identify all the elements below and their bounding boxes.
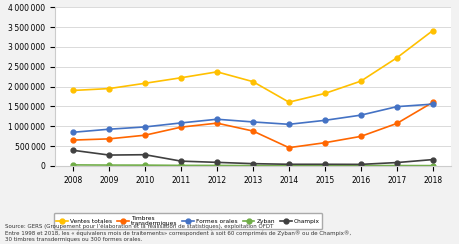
Formes orales [250, 121, 255, 123]
Timbres transdermiques [250, 130, 255, 132]
Zyban [178, 164, 184, 167]
Timbres transdermiques [393, 122, 399, 125]
Timbres transdermiques [285, 146, 291, 149]
Line: Timbres transdermiques: Timbres transdermiques [71, 100, 434, 150]
Timbres transdermiques [178, 126, 184, 129]
Ventes totales [70, 89, 76, 92]
Formes orales [321, 119, 327, 122]
Champix [70, 149, 76, 152]
Line: Zyban: Zyban [71, 163, 434, 168]
Formes orales [429, 103, 435, 106]
Zyban [321, 164, 327, 167]
Formes orales [178, 122, 184, 124]
Zyban [429, 164, 435, 167]
Zyban [106, 164, 112, 167]
Ventes totales [321, 92, 327, 95]
Ventes totales [393, 56, 399, 59]
Champix [358, 163, 363, 166]
Line: Formes orales: Formes orales [71, 102, 434, 135]
Champix [429, 158, 435, 161]
Zyban [250, 164, 255, 167]
Line: Ventes totales: Ventes totales [71, 28, 434, 105]
Ventes totales [142, 82, 147, 85]
Formes orales [142, 125, 147, 128]
Champix [285, 163, 291, 166]
Formes orales [214, 118, 219, 121]
Champix [393, 161, 399, 164]
Ventes totales [214, 70, 219, 73]
Ventes totales [429, 29, 435, 32]
Champix [106, 153, 112, 156]
Ventes totales [106, 87, 112, 90]
Ventes totales [285, 101, 291, 104]
Line: Champix: Champix [71, 148, 434, 167]
Legend: Ventes totales, Timbres
transdermiques, Formes orales, Zyban, Champix: Ventes totales, Timbres transdermiques, … [54, 213, 322, 229]
Ventes totales [358, 80, 363, 82]
Timbres transdermiques [358, 135, 363, 138]
Zyban [358, 164, 363, 167]
Formes orales [358, 114, 363, 117]
Champix [214, 161, 219, 164]
Text: Source: GERS (Groupement pour l’élaboration et la réalisation de statistiques), : Source: GERS (Groupement pour l’élaborat… [5, 224, 350, 242]
Timbres transdermiques [429, 101, 435, 104]
Formes orales [285, 123, 291, 126]
Timbres transdermiques [106, 137, 112, 140]
Zyban [142, 164, 147, 167]
Zyban [70, 163, 76, 166]
Zyban [393, 164, 399, 167]
Champix [321, 163, 327, 166]
Formes orales [393, 105, 399, 108]
Champix [142, 153, 147, 156]
Zyban [285, 164, 291, 167]
Ventes totales [250, 80, 255, 83]
Formes orales [70, 131, 76, 134]
Champix [250, 162, 255, 165]
Timbres transdermiques [142, 134, 147, 137]
Champix [178, 160, 184, 163]
Formes orales [106, 128, 112, 131]
Zyban [214, 164, 219, 167]
Timbres transdermiques [321, 141, 327, 144]
Timbres transdermiques [214, 122, 219, 125]
Timbres transdermiques [70, 139, 76, 142]
Ventes totales [178, 76, 184, 79]
